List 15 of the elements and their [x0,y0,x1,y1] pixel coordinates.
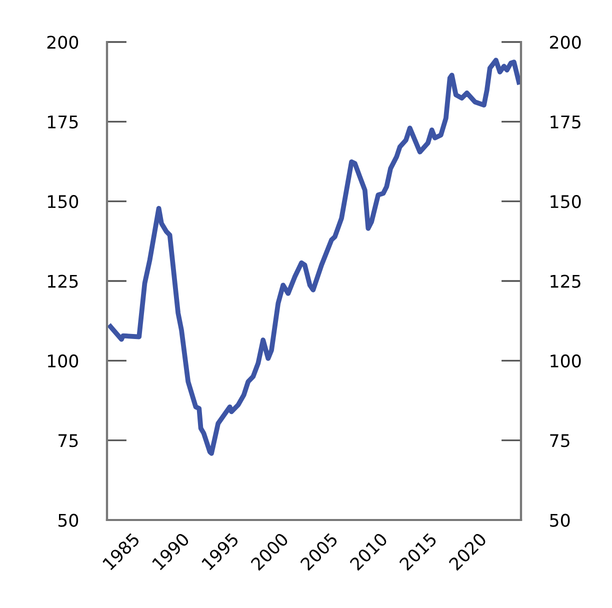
y-tick-label: 125 [48,274,78,288]
line-series [108,58,521,456]
y-tick-label: 150 [48,195,78,208]
y2-tick-label: 175 [550,116,580,129]
y-tick-label: 75 [58,434,78,448]
y-tick-label: 50 [58,514,78,527]
y-tick-label: 175 [48,116,78,129]
y2-tick-label: 150 [550,195,581,208]
y-tick-label: 200 [47,36,78,49]
y2-tick-label: 75 [550,434,570,448]
y2-tick-label: 200 [550,36,581,49]
y2-tick-label: 50 [550,514,570,527]
y2-tick-label: 100 [550,354,581,368]
y2-tick-label: 125 [550,274,580,288]
y-tick-label: 100 [48,354,78,368]
